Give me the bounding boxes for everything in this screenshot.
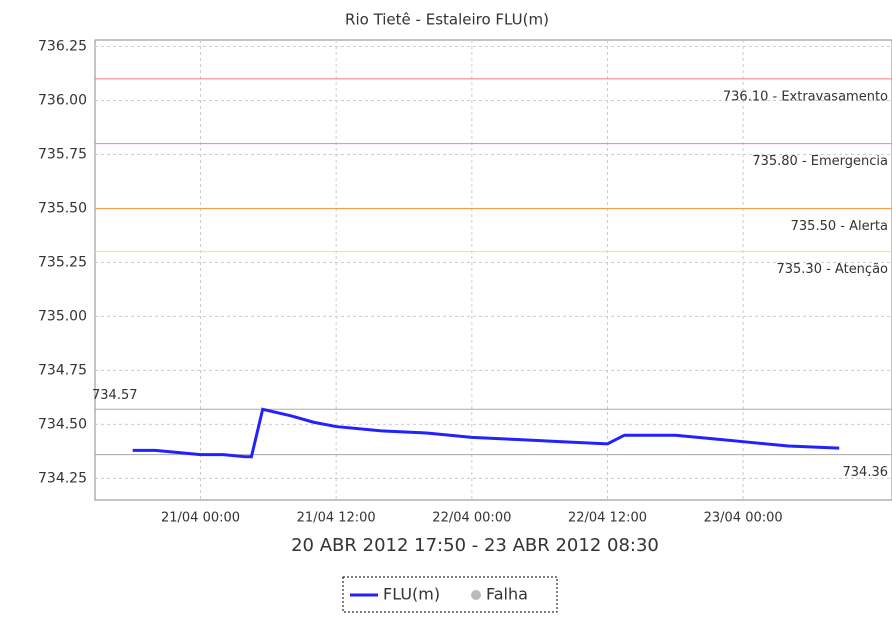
threshold-label: 736.10 - Extravasamento (723, 89, 888, 104)
plot-area (94, 39, 892, 501)
x-tick-label: 21/04 12:00 (297, 511, 376, 526)
y-tick-label: 736.00 (38, 92, 87, 108)
threshold-label: 735.50 - Alerta (791, 219, 888, 234)
data-line (132, 407, 840, 459)
y-tick-label: 736.25 (38, 38, 87, 54)
x-tick-label: 23/04 00:00 (704, 511, 783, 526)
x-tick-label: 21/04 00:00 (161, 511, 240, 526)
threshold-label: 735.80 - Emergencia (752, 154, 888, 169)
max-label: 734.57 (92, 388, 138, 403)
x-axis-label: 20 ABR 2012 17:50 - 23 ABR 2012 08:30 (291, 535, 659, 556)
legend-swatch (471, 590, 481, 600)
y-tick-label: 734.25 (38, 470, 87, 486)
x-tick-label: 22/04 00:00 (432, 511, 511, 526)
legend-label: FLU(m) (383, 585, 440, 604)
y-tick-label: 735.50 (38, 200, 87, 216)
y-tick-label: 735.25 (38, 254, 87, 270)
y-tick-label: 735.75 (38, 146, 87, 162)
chart-title: Rio Tietê - Estaleiro FLU(m) (345, 11, 549, 29)
x-tick-label: 22/04 12:00 (568, 511, 647, 526)
legend-label: Falha (486, 585, 528, 604)
y-tick-label: 734.50 (38, 416, 87, 432)
y-tick-label: 735.00 (38, 308, 87, 324)
legend-box (342, 576, 558, 613)
min-label: 734.36 (843, 465, 889, 480)
threshold-label: 735.30 - Atenção (776, 262, 888, 277)
y-tick-label: 734.75 (38, 362, 87, 378)
